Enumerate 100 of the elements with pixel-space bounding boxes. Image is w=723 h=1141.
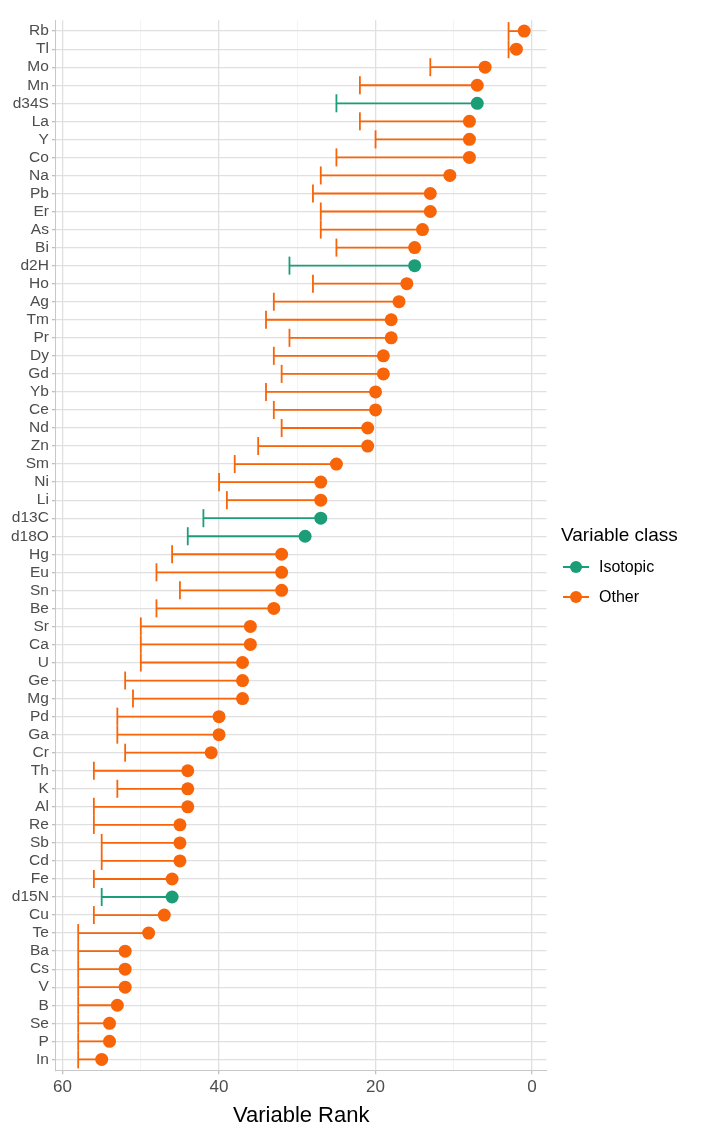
y-tick-label: Nd: [29, 418, 49, 436]
point: [384, 313, 398, 327]
point: [376, 367, 390, 381]
y-tick-label: Eu: [29, 562, 49, 580]
y-tick-label: Ce: [29, 400, 49, 418]
y-tick-label: Gd: [28, 364, 49, 382]
y-tick-label: Hg: [29, 544, 49, 562]
y-tick-label: d2H: [20, 255, 49, 273]
y-tick-label: Pr: [33, 328, 49, 346]
y-tick-label: Rb: [29, 21, 49, 39]
y-tick-label: Er: [33, 201, 49, 219]
y-tick-label: Zn: [30, 436, 49, 454]
y-tick-label: As: [30, 219, 50, 237]
point: [110, 998, 124, 1012]
y-tick-label: In: [35, 1049, 49, 1067]
x-tick-label: 0: [527, 1077, 537, 1097]
y-tick-label: Re: [29, 815, 49, 833]
point: [142, 926, 156, 940]
point: [165, 890, 179, 904]
point: [415, 223, 429, 237]
legend-label: Isotopic: [599, 557, 655, 576]
y-tick-label: d15N: [11, 887, 49, 905]
point: [369, 385, 383, 399]
legend-label: Other: [599, 587, 640, 606]
point: [392, 295, 406, 309]
point: [118, 980, 132, 994]
point: [329, 457, 343, 471]
x-tick-label: 20: [366, 1077, 385, 1097]
y-tick-label: Li: [36, 490, 49, 508]
point: [236, 656, 250, 670]
point: [408, 259, 422, 273]
point: [103, 1016, 117, 1030]
point: [408, 241, 422, 255]
y-tick-label: P: [38, 1031, 49, 1049]
point: [165, 872, 179, 886]
y-tick-label: Co: [29, 147, 49, 165]
point: [361, 421, 375, 435]
y-tick-label: d18O: [11, 526, 49, 544]
y-tick-label: Cs: [29, 959, 50, 977]
point: [212, 710, 226, 724]
y-tick-label: Cr: [32, 742, 49, 760]
y-tick-label: Te: [32, 923, 49, 941]
point: [298, 529, 312, 543]
point: [369, 403, 383, 417]
point: [181, 782, 195, 796]
y-tick-label: d13C: [11, 508, 49, 526]
point: [103, 1034, 117, 1048]
point: [314, 475, 328, 489]
point: [275, 547, 289, 561]
y-tick-label: Be: [29, 598, 49, 616]
y-tick-label: d34S: [12, 93, 49, 111]
y-tick-label: La: [31, 111, 50, 129]
y-tick-label: Mn: [27, 75, 49, 93]
y-tick-label: Ca: [29, 634, 50, 652]
point: [157, 908, 171, 922]
y-tick-label: Pd: [29, 706, 49, 724]
y-tick-label: Sb: [29, 833, 49, 851]
point: [118, 944, 132, 958]
point: [173, 854, 187, 868]
x-tick-label: 60: [53, 1077, 73, 1097]
point: [470, 78, 484, 92]
y-tick-label: Tm: [26, 310, 49, 328]
point: [212, 728, 226, 742]
point: [423, 205, 437, 219]
point: [236, 692, 250, 706]
point: [243, 637, 257, 651]
point: [118, 962, 132, 976]
point: [314, 493, 328, 507]
y-tick-label: Tl: [36, 39, 49, 57]
point: [462, 150, 476, 164]
y-tick-label: U: [37, 652, 49, 670]
y-tick-label: Mg: [27, 688, 49, 706]
y-tick-label: Se: [29, 1013, 49, 1031]
point: [462, 114, 476, 128]
point: [314, 511, 328, 525]
y-tick-label: K: [38, 779, 50, 797]
point: [517, 24, 531, 38]
point: [376, 349, 390, 363]
y-tick-label: Cu: [29, 905, 49, 923]
point: [173, 818, 187, 832]
point: [470, 96, 484, 110]
x-tick-label: 40: [209, 1077, 229, 1097]
point: [384, 331, 398, 345]
point: [243, 619, 257, 633]
y-tick-label: Dy: [29, 346, 50, 364]
y-tick-label: V: [38, 977, 50, 995]
y-tick-label: Cd: [29, 851, 49, 869]
y-tick-label: Yb: [29, 382, 49, 400]
y-tick-label: Fe: [30, 869, 49, 887]
y-tick-label: Ho: [29, 273, 49, 291]
y-tick-label: Ge: [28, 670, 49, 688]
y-tick-label: B: [38, 995, 49, 1013]
point: [462, 132, 476, 146]
point: [275, 583, 289, 597]
y-tick-label: Ga: [28, 724, 50, 742]
point: [236, 674, 250, 688]
point: [181, 764, 195, 778]
y-tick-label: Th: [30, 761, 49, 779]
y-tick-label: Sn: [29, 580, 49, 598]
y-tick-label: Sm: [25, 454, 49, 472]
